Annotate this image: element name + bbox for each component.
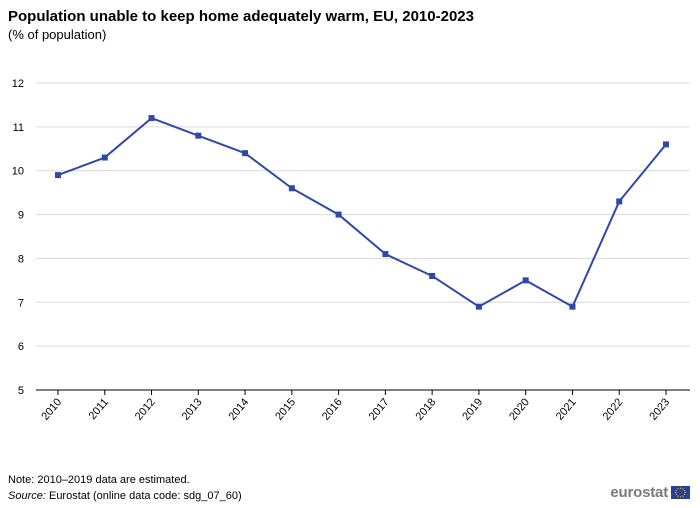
eurostat-logo-text: eurostat [610,484,668,501]
data-point [288,185,295,192]
source-label: Source: [8,490,46,502]
x-tick-label: 2022 [601,396,626,422]
x-tick-label: 2016 [320,396,345,422]
data-point [242,150,249,157]
data-point [101,154,108,161]
x-tick-label: 2017 [367,396,392,422]
y-tick-label: 8 [18,253,24,265]
data-point [522,277,529,284]
eurostat-logo: eurostat [610,484,690,501]
x-tick-label: 2021 [554,396,579,422]
x-tick-label: 2018 [414,396,439,422]
x-tick-label: 2011 [87,396,111,422]
chart-title: Population unable to keep home adequatel… [8,8,474,25]
x-tick-label: 2020 [507,396,532,422]
data-point [475,303,482,310]
data-point [335,211,342,218]
y-tick-label: 9 [18,210,24,222]
eu-flag-icon [671,486,690,499]
y-tick-label: 7 [18,297,24,309]
data-point [382,251,389,258]
footnote: Note: 2010–2019 data are estimated. [8,474,190,486]
chart-subtitle: (% of population) [8,27,107,42]
y-tick-label: 10 [12,166,24,178]
data-point [148,115,155,122]
x-tick-label: 2013 [180,396,205,422]
x-tick-label: 2023 [647,396,672,422]
source-line: Source: Eurostat (online data code: sdg_… [8,490,242,502]
y-tick-label: 6 [18,341,24,353]
y-tick-label: 5 [18,385,24,397]
data-point [55,172,61,179]
x-tick-label: 2015 [273,396,298,422]
data-point [569,303,576,310]
y-tick-label: 12 [12,78,24,90]
x-tick-label: 2014 [226,396,251,422]
x-tick-label: 2010 [39,396,64,422]
data-point [663,141,669,148]
x-tick-label: 2012 [133,396,158,422]
data-point [195,132,202,139]
x-tick-label: 2019 [460,396,485,422]
source-text: Eurostat (online data code: sdg_07_60) [45,490,242,502]
line-chart: 5 6 7 8 9 10 11 12 2010 2011 2012 2013 2014 2015 2016 2… [12,78,690,423]
data-point [429,272,436,279]
series-line [57,117,667,308]
data-point [616,198,623,205]
y-tick-label: 11 [13,122,24,134]
